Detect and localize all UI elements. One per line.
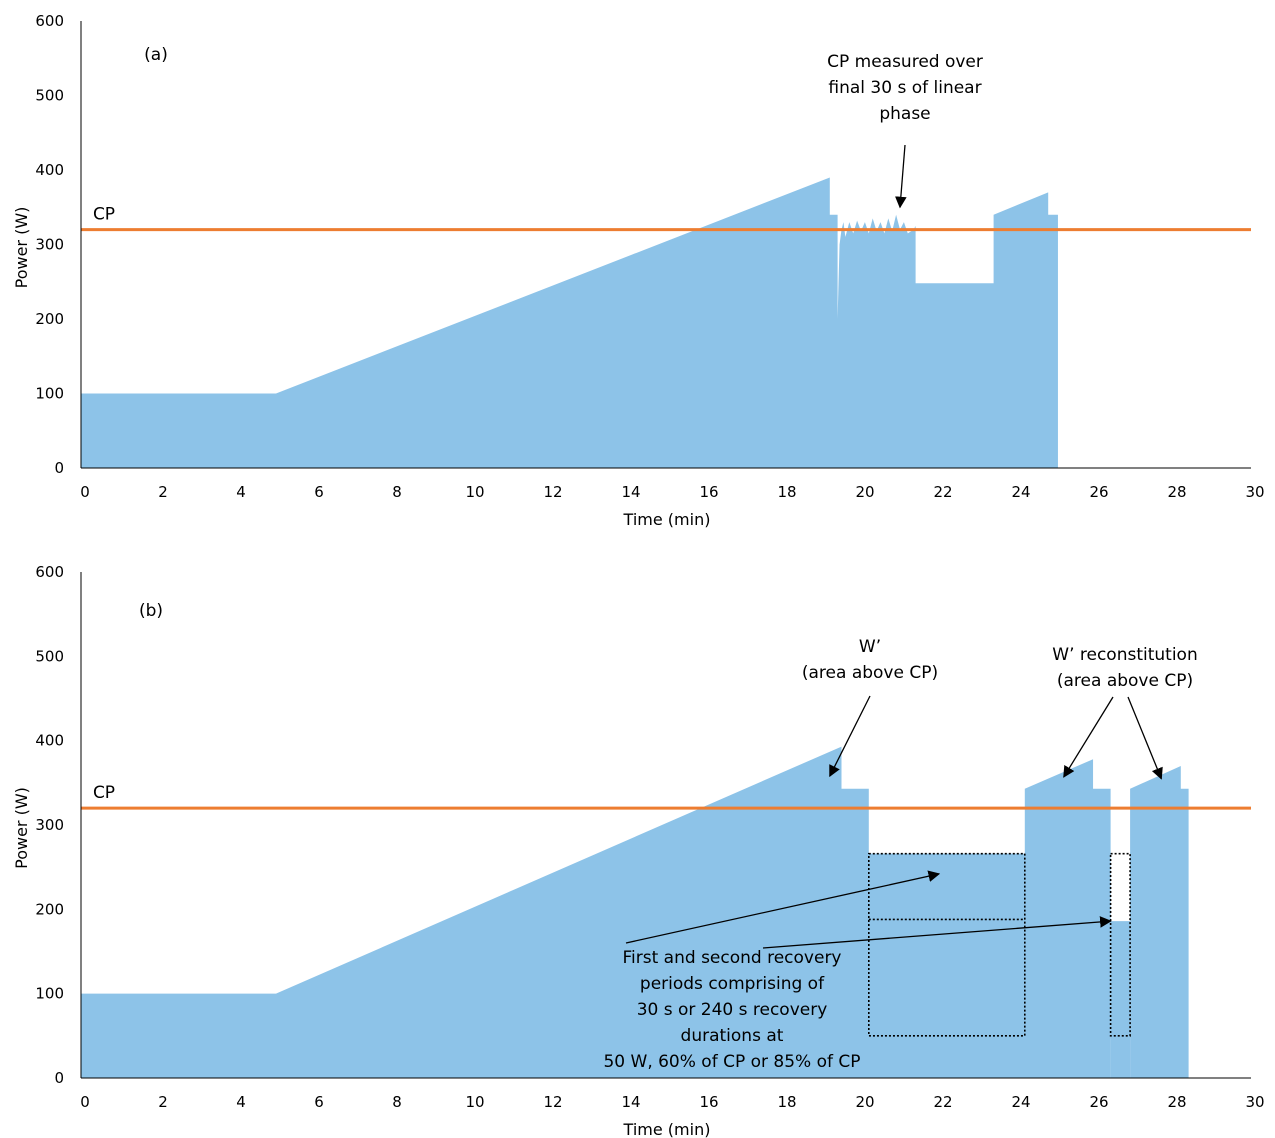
y-tick-label: 600: [35, 12, 64, 30]
y-tick-label: 0: [54, 459, 64, 477]
x-tick-label: 6: [314, 1093, 324, 1111]
x-tick-label: 10: [465, 1093, 484, 1111]
recovery-area: [1110, 921, 1131, 1078]
x-tick-label: 18: [777, 483, 796, 501]
x-tick-label: 30: [1245, 483, 1264, 501]
y-tick-label: 300: [35, 236, 64, 254]
recovery-dotted-box: [867, 852, 1026, 1037]
recovery-dotted-box: [1109, 852, 1131, 1037]
annotation-arrow: [895, 144, 907, 209]
cp-label: CP: [93, 205, 115, 225]
x-tick-label: 14: [621, 1093, 640, 1111]
annotation-text: (area above CP): [1057, 671, 1193, 691]
x-tick-label: 22: [933, 1093, 952, 1111]
y-tick-label: 400: [35, 161, 64, 179]
y-tick-label: 100: [35, 985, 64, 1003]
x-tick-label: 4: [236, 1093, 246, 1111]
power-area: [81, 746, 1189, 1078]
x-tick-label: 20: [855, 483, 874, 501]
x-tick-label: 22: [933, 483, 952, 501]
y-tick-label: 300: [35, 816, 64, 834]
panel-label: (a): [144, 45, 168, 65]
annotation-text: phase: [879, 104, 930, 124]
y-tick-label: 100: [35, 385, 64, 403]
x-axis-label: Time (min): [623, 1120, 711, 1138]
x-tick-label: 24: [1011, 483, 1030, 501]
x-tick-label: 8: [392, 483, 402, 501]
x-tick-label: 0: [80, 1093, 90, 1111]
x-tick-label: 2: [158, 1093, 168, 1111]
annotation-arrow: [625, 870, 941, 944]
x-tick-label: 2: [158, 483, 168, 501]
x-tick-label: 24: [1011, 1093, 1030, 1111]
x-tick-label: 18: [777, 1093, 796, 1111]
cp-label: CP: [93, 783, 115, 803]
annotation-arrow: [829, 695, 871, 778]
annotation-text: periods comprising of: [640, 974, 825, 994]
y-tick-label: 400: [35, 732, 64, 750]
annotation-arrow: [1063, 696, 1114, 778]
y-tick-label: 500: [35, 647, 64, 665]
x-tick-label: 10: [465, 483, 484, 501]
x-tick-label: 0: [80, 483, 90, 501]
annotation-arrow: [1127, 696, 1163, 780]
annotation-text: First and second recovery: [623, 948, 842, 968]
y-axis-label: Power (W): [12, 787, 31, 869]
annotation-text: (area above CP): [802, 663, 938, 683]
x-tick-label: 26: [1089, 1093, 1108, 1111]
x-tick-label: 6: [314, 483, 324, 501]
x-tick-label: 30: [1245, 1093, 1264, 1111]
annotation-text: W’: [859, 637, 881, 657]
x-tick-label: 16: [699, 1093, 718, 1111]
x-tick-label: 8: [392, 1093, 402, 1111]
annotation-text: 50 W, 60% of CP or 85% of CP: [603, 1052, 860, 1072]
x-tick-label: 20: [855, 1093, 874, 1111]
x-tick-label: 16: [699, 483, 718, 501]
annotation-text: W’ reconstitution: [1052, 645, 1197, 665]
x-tick-label: 28: [1167, 1093, 1186, 1111]
x-axis-label: Time (min): [623, 510, 711, 529]
power-area: [81, 177, 1058, 468]
x-tick-label: 26: [1089, 483, 1108, 501]
annotation-arrow: [762, 916, 1112, 949]
y-axis-label: Power (W): [12, 207, 31, 289]
y-tick-label: 0: [54, 1069, 64, 1087]
y-tick-label: 200: [35, 310, 64, 328]
x-tick-label: 12: [543, 1093, 562, 1111]
annotation-text: CP measured over: [827, 52, 983, 72]
panel-label: (b): [139, 601, 163, 621]
y-tick-label: 200: [35, 900, 64, 918]
y-tick-label: 600: [35, 563, 64, 581]
annotation-text: final 30 s of linear: [828, 78, 981, 98]
x-tick-label: 12: [543, 483, 562, 501]
y-tick-label: 500: [35, 87, 64, 105]
annotation-text: 30 s or 240 s recovery: [637, 1000, 828, 1020]
x-tick-label: 28: [1167, 483, 1186, 501]
annotation-text: durations at: [681, 1026, 784, 1046]
x-tick-label: 14: [621, 483, 640, 501]
x-tick-label: 4: [236, 483, 246, 501]
